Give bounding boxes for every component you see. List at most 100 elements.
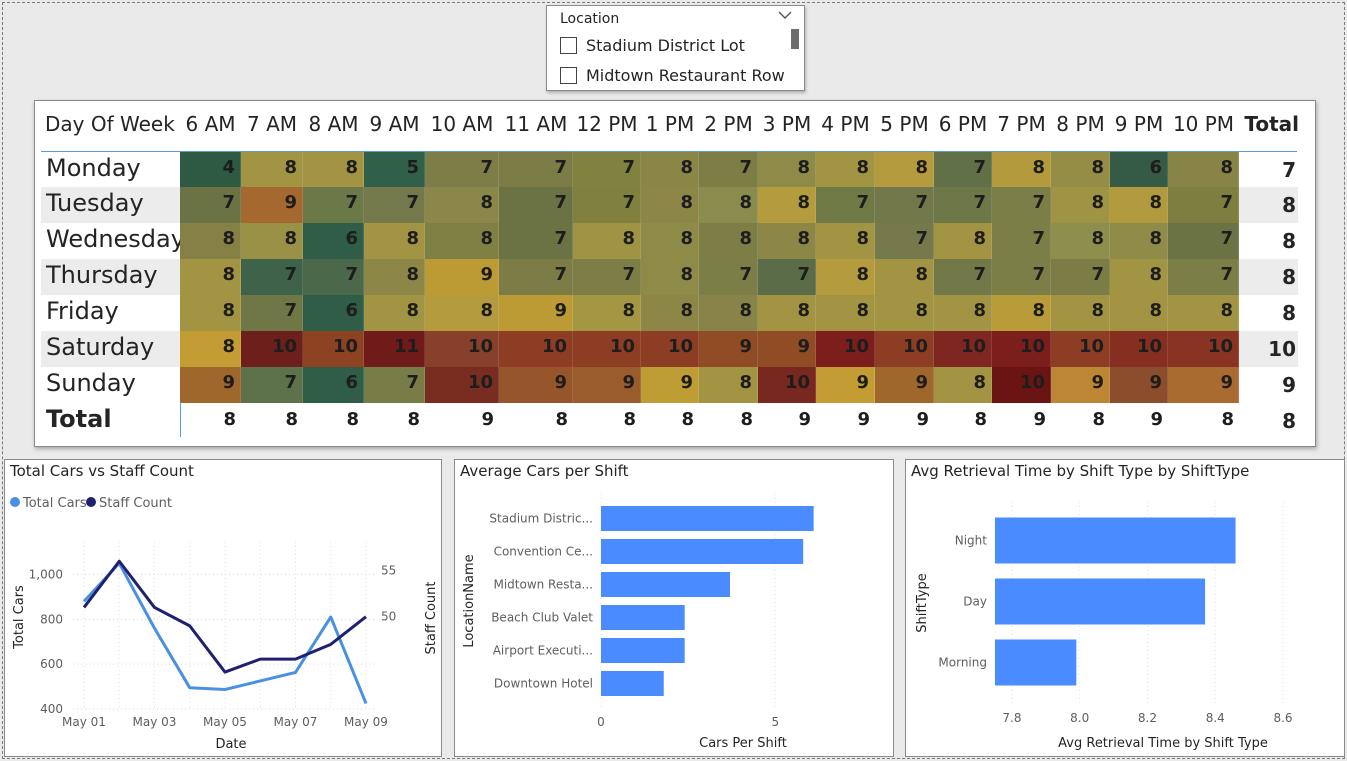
row-total: 8	[1282, 301, 1296, 325]
matrix-cell: 7	[241, 295, 303, 331]
column-total: 8	[740, 409, 753, 430]
matrix-cell: 8	[758, 295, 816, 331]
category-label: Night	[955, 534, 988, 548]
avg-cars-per-shift-panel[interactable]: Average Cars per Shift 0 5 Stadium Distric…	[454, 459, 894, 757]
matrix-cell: 6	[303, 295, 364, 331]
matrix-cell: 9	[241, 187, 303, 223]
slicer-scrollbar[interactable]	[791, 29, 799, 49]
y-tick-label: 400	[40, 702, 63, 716]
x-tick-label: 8.0	[1070, 711, 1089, 725]
location-slicer[interactable]: Location Stadium District Lot Midtown Re…	[546, 5, 805, 91]
matrix-cell: 8	[875, 152, 934, 188]
series-line-staff-count	[82, 559, 367, 674]
x-tick-label: 5	[771, 715, 779, 729]
bar	[601, 605, 685, 630]
hour-header: 9 PM	[1114, 112, 1164, 136]
matrix-cell: 7	[1168, 187, 1239, 223]
matrix-cell: 10	[992, 331, 1051, 367]
matrix-cell: 8	[934, 223, 992, 259]
x-tick-label: 7.8	[1002, 711, 1021, 725]
matrix-cell: 9	[499, 295, 573, 331]
x-axis-label: Avg Retrieval Time by Shift Type	[1058, 736, 1268, 751]
y-tick-label: 600	[40, 657, 63, 671]
checkbox[interactable]	[560, 66, 577, 84]
matrix-cell: 7	[816, 187, 875, 223]
matrix-cell: 7	[934, 187, 992, 223]
category-label: Convention Ce...	[494, 545, 593, 559]
bar	[601, 572, 730, 597]
hour-header: 8 PM	[1056, 112, 1105, 136]
hour-header: 11 AM	[504, 112, 568, 136]
category-label: Midtown Resta...	[493, 578, 593, 592]
matrix-cell: 8	[425, 223, 499, 259]
matrix-cell: 7	[992, 259, 1051, 295]
matrix-cell: 10	[303, 331, 364, 367]
matrix-cell: 7	[241, 367, 303, 403]
matrix-cell: 10	[641, 331, 699, 367]
matrix-cell: 8	[425, 295, 499, 331]
column-total: 9	[1150, 409, 1163, 430]
matrix-cell: 6	[303, 223, 364, 259]
matrix-cell: 10	[241, 331, 303, 367]
bar	[601, 506, 814, 531]
column-total: 8	[1092, 409, 1105, 430]
matrix-cell: 8	[816, 295, 875, 331]
row-total: 8	[1282, 193, 1296, 217]
row-total: 10	[1268, 337, 1296, 361]
matrix-cell: 7	[699, 259, 758, 295]
matrix-cell: 10	[992, 367, 1051, 403]
legend-label: Total Cars	[22, 496, 87, 511]
category-label: Airport Executi...	[493, 644, 593, 658]
line-chart: Total Cars Staff Count 400 600 800 1,000 50 55 M…	[10, 496, 439, 752]
legend-marker	[86, 497, 96, 507]
matrix-cell: 9	[499, 367, 573, 403]
matrix-cell: 7	[573, 152, 641, 188]
matrix-cell: 10	[573, 331, 641, 367]
matrix-cell: 10	[499, 331, 573, 367]
matrix-cell: 8	[934, 367, 992, 403]
matrix-cell: 8	[816, 223, 875, 259]
matrix-cell: 10	[816, 331, 875, 367]
y-axis-label: Total Cars	[12, 585, 27, 650]
checkbox[interactable]	[560, 36, 577, 54]
column-total: 9	[481, 409, 494, 430]
matrix-cell: 7	[1168, 259, 1239, 295]
matrix-cell: 7	[364, 187, 425, 223]
matrix-cell: 7	[573, 187, 641, 223]
hour-header: 12 PM	[576, 112, 638, 136]
slicer-item-label: Stadium District Lot	[586, 35, 745, 55]
day-label: Sunday	[46, 369, 136, 397]
matrix-cell: 7	[425, 152, 499, 188]
matrix-cell: 8	[180, 223, 241, 259]
matrix-cell: 7	[303, 259, 364, 295]
total-cars-vs-staff-panel[interactable]: Total Cars vs Staff Count Total Cars Staf…	[4, 459, 442, 757]
matrix-cell: 8	[992, 152, 1051, 188]
bar	[601, 671, 664, 696]
day-label: Wednesday	[46, 225, 185, 253]
matrix-cell: 9	[425, 259, 499, 295]
matrix-cell: 7	[241, 259, 303, 295]
matrix-cell: 7	[992, 223, 1051, 259]
matrix-cell: 8	[992, 295, 1051, 331]
y2-axis-label: Staff Count	[424, 581, 439, 654]
matrix-cell: 7	[573, 259, 641, 295]
matrix-cell: 9	[573, 367, 641, 403]
chart-title: Total Cars vs Staff Count	[10, 462, 194, 480]
bar-chart: 0 5 Stadium Distric... Convention Ce... Midt…	[462, 494, 814, 751]
slicer-item-stadium[interactable]: Stadium District Lot	[560, 34, 745, 56]
chevron-down-icon[interactable]	[778, 9, 792, 21]
x-axis-label: Date	[215, 737, 246, 752]
x-tick-label: 8.6	[1273, 711, 1292, 725]
avg-retrieval-time-panel[interactable]: Avg Retrieval Time by Shift Type by Shif…	[905, 459, 1345, 757]
matrix-cell: 8	[641, 223, 699, 259]
category-label: Morning	[938, 656, 987, 670]
matrix-cell: 8	[816, 152, 875, 188]
matrix-cell: 10	[1051, 331, 1110, 367]
column-total: 9	[857, 409, 870, 430]
matrix-cell: 8	[699, 223, 758, 259]
slicer-item-midtown[interactable]: Midtown Restaurant Row	[560, 64, 785, 86]
day-label: Thursday	[46, 261, 158, 289]
matrix-cell: 11	[364, 331, 425, 367]
matrix-cell: 10	[425, 367, 499, 403]
category-label: Stadium Distric...	[489, 512, 593, 526]
